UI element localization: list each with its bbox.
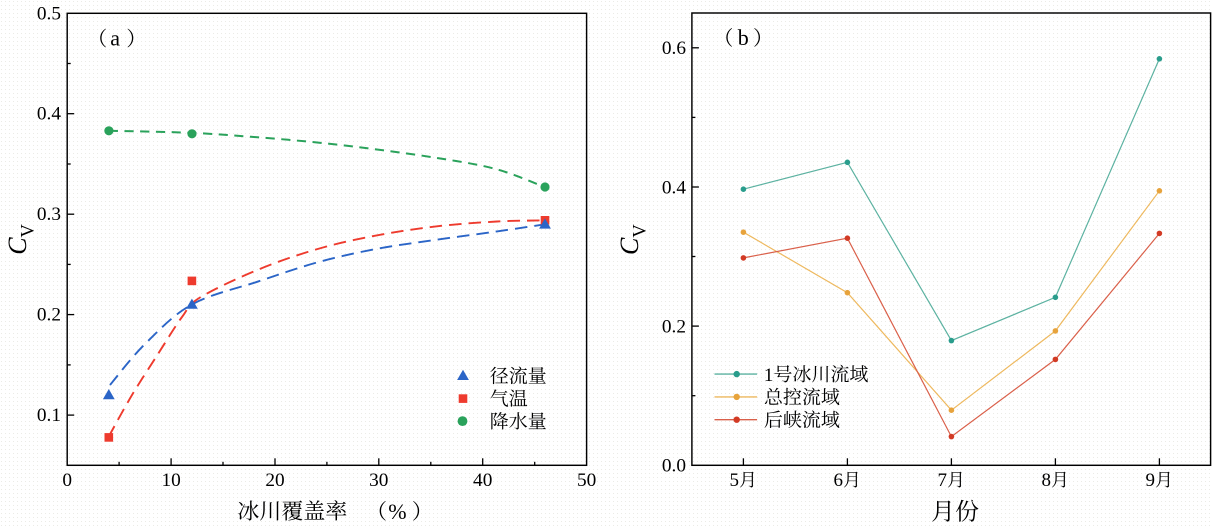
svg-text:10: 10: [161, 470, 180, 491]
svg-text:%: %: [388, 499, 406, 524]
svg-text:7: 7: [938, 470, 948, 491]
svg-text:20: 20: [265, 470, 284, 491]
svg-text:6: 6: [834, 470, 844, 491]
svg-text:50: 50: [577, 470, 596, 491]
svg-text:0.3: 0.3: [37, 204, 61, 225]
svg-text:0: 0: [62, 470, 72, 491]
svg-text:0.4: 0.4: [37, 104, 61, 125]
svg-text:0.6: 0.6: [662, 38, 686, 59]
svg-text:a: a: [110, 26, 120, 51]
svg-text:8: 8: [1042, 470, 1052, 491]
svg-text:5: 5: [730, 470, 740, 491]
svg-text:0.2: 0.2: [662, 317, 686, 338]
svg-text:30: 30: [369, 470, 388, 491]
svg-text:0.5: 0.5: [37, 3, 61, 24]
svg-text:0.4: 0.4: [662, 177, 686, 198]
svg-text:0.1: 0.1: [37, 405, 61, 426]
svg-text:9: 9: [1146, 470, 1156, 491]
svg-text:1: 1: [764, 365, 774, 386]
svg-text:0.2: 0.2: [37, 305, 61, 326]
svg-text:b: b: [738, 25, 749, 50]
svg-text:40: 40: [473, 470, 492, 491]
svg-text:0.0: 0.0: [662, 456, 686, 477]
